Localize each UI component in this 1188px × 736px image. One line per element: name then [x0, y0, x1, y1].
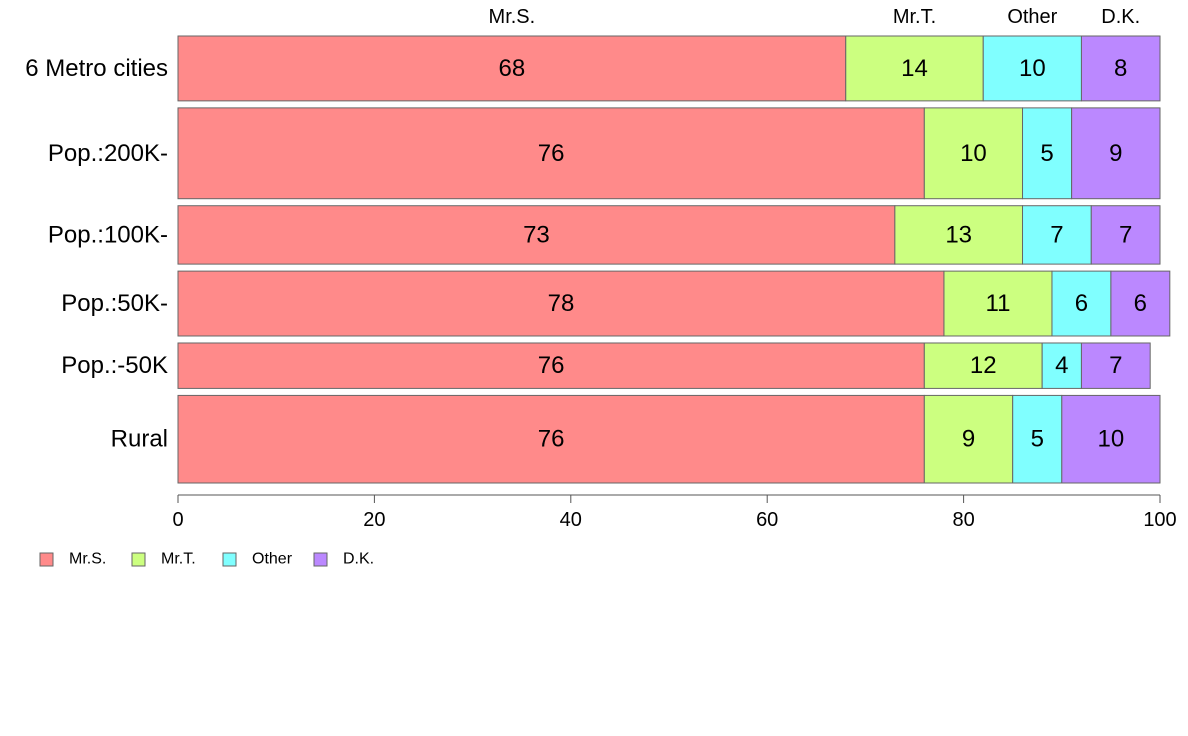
- bar-segment: [1022, 107, 1073, 200]
- data-label: 10: [960, 140, 987, 167]
- data-label: 7: [1119, 221, 1132, 248]
- column-label: D.K.: [1101, 6, 1140, 28]
- bar-segment: [1080, 342, 1151, 389]
- x-tick-label: 0: [172, 509, 183, 531]
- data-label: 10: [1098, 426, 1125, 453]
- data-label: 14: [901, 55, 928, 82]
- row-label: Pop.:200K-: [48, 140, 168, 167]
- bar-segment: [1071, 107, 1161, 200]
- data-label: 6: [1075, 290, 1088, 317]
- data-label: 5: [1031, 426, 1044, 453]
- data-label: 68: [499, 55, 526, 82]
- data-label: 76: [538, 426, 565, 453]
- bar-segment: [177, 35, 847, 102]
- data-label: 7: [1109, 352, 1122, 379]
- data-label: 76: [538, 140, 565, 167]
- row-label: Pop.:-50K: [61, 352, 168, 379]
- column-label: Mr.T.: [893, 6, 936, 28]
- data-label: 5: [1040, 140, 1053, 167]
- row-label: Pop.:100K-: [48, 221, 168, 248]
- bar-segment: [177, 394, 925, 484]
- data-label: 4: [1055, 352, 1068, 379]
- bar-segment: [177, 107, 925, 200]
- bar-segment: [1041, 342, 1082, 389]
- data-label: 6: [1134, 290, 1147, 317]
- x-tick-label: 20: [363, 509, 385, 531]
- bar-segment: [943, 270, 1053, 337]
- x-tick-label: 100: [1143, 509, 1176, 531]
- x-tick-label: 60: [756, 509, 778, 531]
- bar-segment: [845, 35, 984, 102]
- column-label: Other: [1007, 6, 1057, 28]
- legend-label: Other: [252, 551, 293, 568]
- bar-segment: [177, 270, 945, 337]
- data-label: 10: [1019, 55, 1046, 82]
- legend-label: Mr.S.: [69, 551, 106, 568]
- bar-segment: [923, 342, 1043, 389]
- legend-label: D.K.: [343, 551, 374, 568]
- data-label: 9: [1109, 140, 1122, 167]
- data-label: 12: [970, 352, 997, 379]
- data-label: 73: [523, 221, 550, 248]
- row-label: Rural: [111, 426, 168, 453]
- data-label: 78: [548, 290, 575, 317]
- bar-segment: [1061, 394, 1161, 484]
- bar-segment: [1012, 394, 1063, 484]
- legend-swatch: [39, 552, 54, 567]
- x-tick-label: 40: [560, 509, 582, 531]
- bar-segment: [177, 205, 896, 265]
- row-label: 6 Metro cities: [25, 55, 168, 82]
- row-label: Pop.:50K-: [61, 290, 168, 317]
- bar-segment: [1110, 270, 1171, 337]
- legend-label: Mr.T.: [161, 551, 196, 568]
- bar-segment: [894, 205, 1024, 265]
- data-label: 8: [1114, 55, 1127, 82]
- bar-segment: [923, 394, 1014, 484]
- bar-segment: [1080, 35, 1161, 102]
- bar-segment: [982, 35, 1082, 102]
- data-label: 7: [1050, 221, 1063, 248]
- bar-segment: [1090, 205, 1161, 265]
- data-label: 13: [945, 221, 972, 248]
- column-label: Mr.S.: [489, 6, 536, 28]
- data-label: 11: [986, 290, 1011, 317]
- data-label: 76: [538, 352, 565, 379]
- legend-swatch: [131, 552, 146, 567]
- legend-swatch: [222, 552, 237, 567]
- legend-swatch: [313, 552, 328, 567]
- data-label: 9: [962, 426, 975, 453]
- bar-segment: [177, 342, 925, 389]
- bar-segment: [923, 107, 1024, 200]
- x-tick-label: 80: [952, 509, 974, 531]
